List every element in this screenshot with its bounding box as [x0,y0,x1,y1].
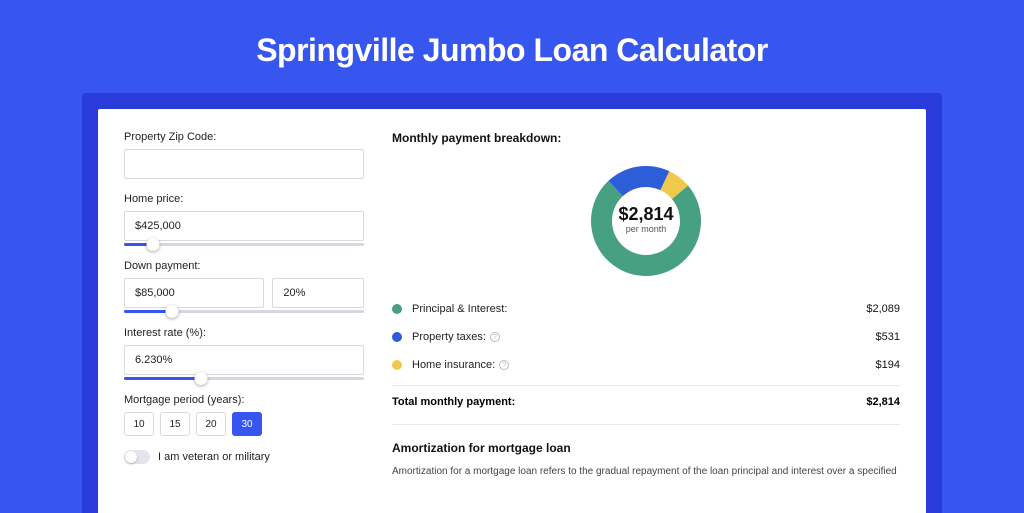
interest-field-group: Interest rate (%): [124,327,364,380]
toggle-knob [125,451,137,463]
home-price-field-group: Home price: [124,193,364,246]
slider-handle[interactable] [166,305,179,318]
breakdown-column: Monthly payment breakdown: $2,814per mon… [392,131,900,507]
zip-field-group: Property Zip Code: [124,131,364,179]
legend-swatch [392,360,402,370]
legend-label: Home insurance:? [412,359,876,371]
calculator-panel: Property Zip Code: Home price: Down paym… [98,109,926,513]
total-row: Total monthly payment: $2,814 [392,385,900,408]
legend-row: Principal & Interest:$2,089 [392,295,900,323]
amortization-section: Amortization for mortgage loan Amortizat… [392,424,900,479]
donut-chart: $2,814per month [392,155,900,295]
legend-row: Property taxes:?$531 [392,323,900,351]
legend-row: Home insurance:?$194 [392,351,900,379]
breakdown-title: Monthly payment breakdown: [392,131,900,145]
inputs-column: Property Zip Code: Home price: Down paym… [124,131,364,507]
home-price-input[interactable] [124,211,364,241]
home-price-slider[interactable] [124,243,364,246]
info-icon[interactable]: ? [490,332,500,342]
down-payment-label: Down payment: [124,260,364,272]
slider-handle[interactable] [146,238,159,251]
legend-swatch [392,304,402,314]
legend-value: $531 [876,331,900,343]
donut-center-sub: per month [626,224,667,234]
total-label: Total monthly payment: [392,396,866,408]
period-label: Mortgage period (years): [124,394,364,406]
page-title: Springville Jumbo Loan Calculator [0,0,1024,93]
zip-label: Property Zip Code: [124,131,364,143]
period-button-30[interactable]: 30 [232,412,262,436]
veteran-row: I am veteran or military [124,450,364,464]
slider-handle[interactable] [194,372,207,385]
legend-swatch [392,332,402,342]
donut-center-amount: $2,814 [618,204,673,224]
veteran-label: I am veteran or military [158,451,270,463]
total-value: $2,814 [866,396,900,408]
legend-value: $2,089 [866,303,900,315]
interest-input[interactable] [124,345,364,375]
zip-input[interactable] [124,149,364,179]
info-icon[interactable]: ? [499,360,509,370]
interest-label: Interest rate (%): [124,327,364,339]
veteran-toggle[interactable] [124,450,150,464]
legend: Principal & Interest:$2,089Property taxe… [392,295,900,379]
down-payment-amount-input[interactable] [124,278,264,308]
period-button-20[interactable]: 20 [196,412,226,436]
legend-label: Property taxes:? [412,331,876,343]
calculator-backdrop: Property Zip Code: Home price: Down paym… [82,93,942,513]
period-button-10[interactable]: 10 [124,412,154,436]
interest-slider[interactable] [124,377,364,380]
amortization-title: Amortization for mortgage loan [392,441,900,455]
period-field-group: Mortgage period (years): 10152030 [124,394,364,436]
down-payment-pct-input[interactable] [272,278,364,308]
down-payment-slider[interactable] [124,310,364,313]
amortization-text: Amortization for a mortgage loan refers … [392,465,900,479]
legend-label: Principal & Interest: [412,303,866,315]
home-price-label: Home price: [124,193,364,205]
down-payment-field-group: Down payment: [124,260,364,313]
legend-value: $194 [876,359,900,371]
period-button-15[interactable]: 15 [160,412,190,436]
